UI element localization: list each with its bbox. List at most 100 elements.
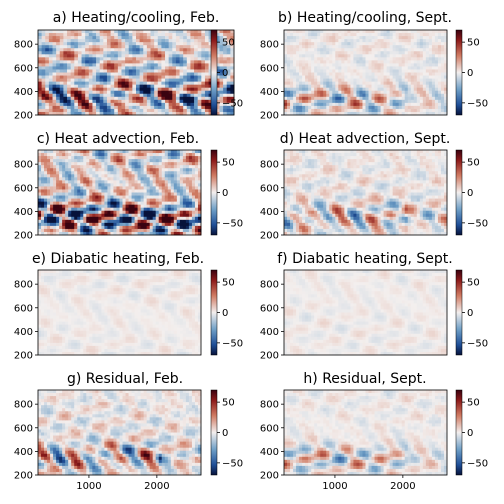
heatmap-cell bbox=[116, 180, 120, 184]
heatmap-cell bbox=[380, 60, 385, 64]
heatmap-cell bbox=[350, 33, 354, 37]
heatmap-cell bbox=[86, 153, 90, 157]
heatmap-cell bbox=[440, 36, 445, 40]
heatmap-cell bbox=[197, 48, 202, 52]
heatmap-cell bbox=[154, 108, 159, 113]
heatmap-cell bbox=[305, 111, 309, 116]
heatmap-cell bbox=[77, 105, 82, 110]
heatmap-cell bbox=[404, 45, 409, 49]
heatmap-cell bbox=[104, 183, 108, 187]
heatmap-cell bbox=[290, 162, 294, 166]
heatmap-cell bbox=[81, 54, 86, 58]
heatmap-cell bbox=[191, 186, 196, 190]
heatmap-cell bbox=[47, 219, 51, 224]
heatmap-cell bbox=[38, 42, 43, 46]
heatmap-cell bbox=[185, 174, 190, 178]
heatmap-cell bbox=[110, 189, 114, 193]
heatmap-cell bbox=[320, 111, 324, 116]
heatmap-cell bbox=[389, 93, 394, 98]
heatmap-cell bbox=[74, 78, 79, 83]
heatmap-cell bbox=[374, 105, 378, 110]
heatmap-cell bbox=[284, 93, 288, 98]
heatmap-cell bbox=[219, 102, 224, 107]
heatmap-cell bbox=[128, 42, 133, 46]
heatmap-cell bbox=[139, 96, 144, 101]
heatmap-cell bbox=[197, 186, 202, 190]
heatmap-cell bbox=[183, 57, 188, 61]
heatmap-cell bbox=[290, 216, 294, 221]
heatmap-cell bbox=[362, 54, 366, 58]
heatmap-cell bbox=[175, 63, 180, 67]
heatmap-cell bbox=[308, 60, 312, 64]
heatmap-cell bbox=[194, 177, 199, 181]
heatmap-cell bbox=[96, 36, 101, 40]
heatmap-cell bbox=[296, 63, 300, 67]
heatmap-cell bbox=[404, 99, 409, 104]
heatmap-cell bbox=[185, 201, 190, 206]
heatmap-cell bbox=[320, 72, 324, 76]
heatmap-cell bbox=[146, 84, 151, 89]
heatmap-cell bbox=[362, 36, 366, 40]
heatmap-cell bbox=[139, 57, 144, 61]
heatmap-cell bbox=[395, 105, 400, 110]
heatmap-cell bbox=[68, 231, 72, 236]
heatmap-cell bbox=[110, 171, 114, 175]
heatmap-cell bbox=[320, 186, 324, 190]
heatmap-cell bbox=[311, 189, 315, 193]
heatmap-cell bbox=[320, 189, 324, 193]
heatmap-cell bbox=[134, 219, 139, 224]
heatmap-cell bbox=[158, 213, 163, 218]
heatmap-cell bbox=[110, 72, 115, 76]
heatmap-cell bbox=[103, 90, 108, 95]
heatmap-cell bbox=[362, 81, 366, 86]
heatmap-cell bbox=[398, 108, 403, 113]
heatmap-cell bbox=[157, 99, 162, 104]
heatmap-cell bbox=[125, 162, 129, 166]
heatmap-cell bbox=[114, 87, 119, 92]
heatmap-cell bbox=[117, 72, 122, 76]
heatmap-cell bbox=[176, 216, 181, 221]
heatmap-cell bbox=[101, 210, 105, 215]
heatmap-cell bbox=[53, 222, 57, 227]
heatmap-cell bbox=[347, 78, 351, 83]
heatmap-cell bbox=[219, 66, 224, 70]
heatmap-cell bbox=[320, 30, 324, 34]
heatmap-cell bbox=[428, 93, 433, 98]
heatmap-cell bbox=[359, 30, 363, 34]
heatmap-cell bbox=[296, 231, 300, 236]
heatmap-cell bbox=[329, 69, 333, 73]
heatmap-cell bbox=[299, 57, 303, 61]
heatmap-cell bbox=[323, 108, 327, 113]
heatmap-cell bbox=[65, 189, 69, 193]
heatmap-cell bbox=[296, 216, 300, 221]
heatmap-cell bbox=[125, 198, 129, 203]
heatmap-cell bbox=[173, 192, 178, 196]
heatmap-cell bbox=[113, 222, 117, 227]
heatmap-cell bbox=[168, 54, 173, 58]
heatmap-cell bbox=[194, 69, 199, 73]
heatmap-cell bbox=[188, 207, 193, 212]
heatmap-cell bbox=[368, 84, 372, 89]
heatmap-cell bbox=[425, 102, 430, 107]
heatmap-cell bbox=[41, 99, 46, 104]
heatmap-cell bbox=[401, 36, 406, 40]
heatmap-cell bbox=[311, 201, 315, 206]
heatmap-cell bbox=[317, 168, 321, 172]
heatmap-cell bbox=[383, 93, 388, 98]
heatmap-cell bbox=[374, 72, 378, 76]
heatmap-cell bbox=[179, 84, 184, 89]
heatmap-cell bbox=[419, 60, 424, 64]
heatmap-cell bbox=[81, 66, 86, 70]
heatmap-cell bbox=[128, 102, 133, 107]
heatmap-cell bbox=[74, 213, 78, 218]
heatmap-cell bbox=[158, 189, 163, 193]
heatmap-cell bbox=[293, 54, 297, 58]
heatmap-cell bbox=[149, 207, 154, 212]
heatmap-cell bbox=[317, 39, 321, 43]
heatmap-cell bbox=[287, 198, 291, 203]
heatmap-cell bbox=[314, 84, 318, 89]
heatmap-cell bbox=[392, 33, 397, 37]
heatmap-cell bbox=[59, 36, 64, 40]
heatmap-cell bbox=[59, 39, 64, 43]
heatmap-cell bbox=[380, 96, 385, 101]
